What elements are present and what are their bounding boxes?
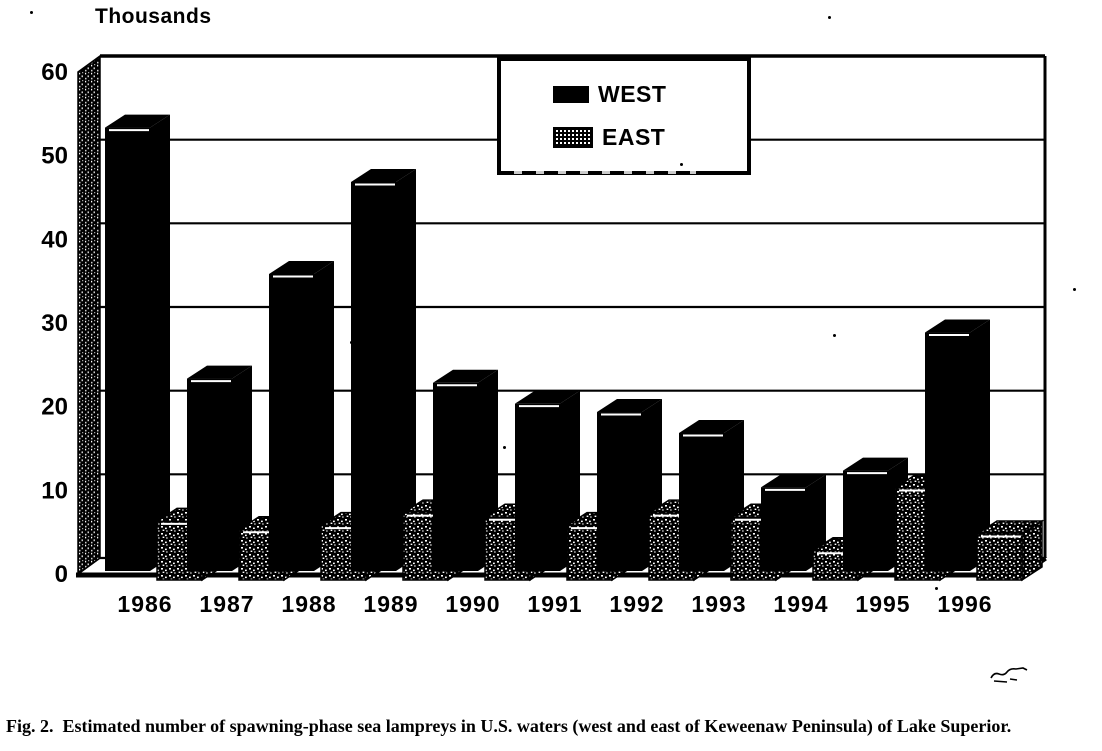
y-tick-label: 60 (41, 59, 68, 86)
x-tick-label: 1996 (937, 591, 992, 617)
bar-side-face (232, 365, 252, 571)
west-bar (925, 319, 990, 571)
x-tick-label: 1987 (199, 591, 254, 617)
bar-side-face (150, 114, 170, 572)
legend-label-west: WEST (598, 81, 667, 107)
bar-top-face (597, 399, 662, 413)
bar-top-face (351, 168, 416, 182)
scan-speck (935, 587, 938, 590)
bar-front-face (761, 487, 806, 571)
x-tick-label: 1993 (691, 591, 746, 617)
x-tick-label: 1991 (527, 591, 582, 617)
bar-top-face (187, 365, 252, 379)
bar-front-face (187, 378, 232, 571)
bar-front-face (269, 273, 314, 571)
x-tick-label: 1990 (445, 591, 500, 617)
bar-top-face (515, 390, 580, 404)
west-bar (679, 419, 744, 571)
west-bar (187, 365, 252, 571)
bar-side-face (970, 319, 990, 571)
y-tick-label: 50 (41, 143, 68, 170)
legend-item-east: EAST (553, 124, 747, 151)
x-tick-label: 1995 (855, 591, 910, 617)
figure-caption: Fig. 2. Estimated number of spawning-pha… (6, 716, 1012, 736)
scan-speck (680, 163, 683, 166)
bar-front-face (433, 382, 478, 571)
bar-side-face (314, 260, 334, 571)
x-tick-label: 1988 (281, 591, 336, 617)
scan-speck (833, 334, 836, 337)
y-tick-label: 10 (41, 477, 68, 504)
bar-front-face (843, 470, 888, 571)
scan-speck (828, 16, 831, 19)
scan-speck (350, 341, 353, 344)
stray-scan-mark (990, 667, 1028, 683)
bar-side-face (396, 168, 416, 571)
legend-label-east: EAST (602, 124, 666, 150)
y-tick-label: 40 (41, 226, 68, 253)
bar-top-face (761, 474, 826, 488)
bar-front-face (351, 181, 396, 571)
bar-top-face (925, 319, 990, 333)
west-bar (269, 260, 334, 571)
bar-front-face (925, 332, 970, 571)
legend-scan-shadow (500, 171, 696, 174)
bar-front-face (515, 403, 560, 571)
east-series-swatch-icon (553, 127, 593, 148)
x-tick-label: 1986 (117, 591, 172, 617)
scan-speck (503, 446, 506, 449)
bar-front-face (976, 533, 1023, 581)
bar-top-face (433, 369, 498, 383)
chart-left-wall (77, 54, 101, 576)
scan-speck (30, 11, 33, 14)
bar-top-face (843, 457, 908, 471)
y-axis-title: Thousands (95, 5, 212, 28)
west-series-swatch-icon (553, 86, 589, 103)
chart-legend: WEST EAST (497, 57, 751, 175)
scan-speck (1073, 288, 1076, 291)
y-tick-label: 20 (41, 394, 68, 421)
legend-item-west: WEST (553, 81, 747, 108)
bar-front-face (105, 127, 150, 572)
bar-front-face (679, 432, 724, 571)
x-tick-label: 1989 (363, 591, 418, 617)
y-tick-label: 0 (55, 561, 68, 588)
bar-front-face (597, 412, 642, 571)
x-tick-label: 1994 (773, 591, 828, 617)
y-tick-label: 30 (41, 310, 68, 337)
west-bar (105, 114, 170, 572)
bar-top-face (105, 114, 170, 128)
west-bar (351, 168, 416, 571)
bar-top-face (679, 419, 744, 433)
east-bar (974, 519, 1045, 582)
x-tick-label: 1992 (609, 591, 664, 617)
bar-top-face (269, 260, 334, 274)
